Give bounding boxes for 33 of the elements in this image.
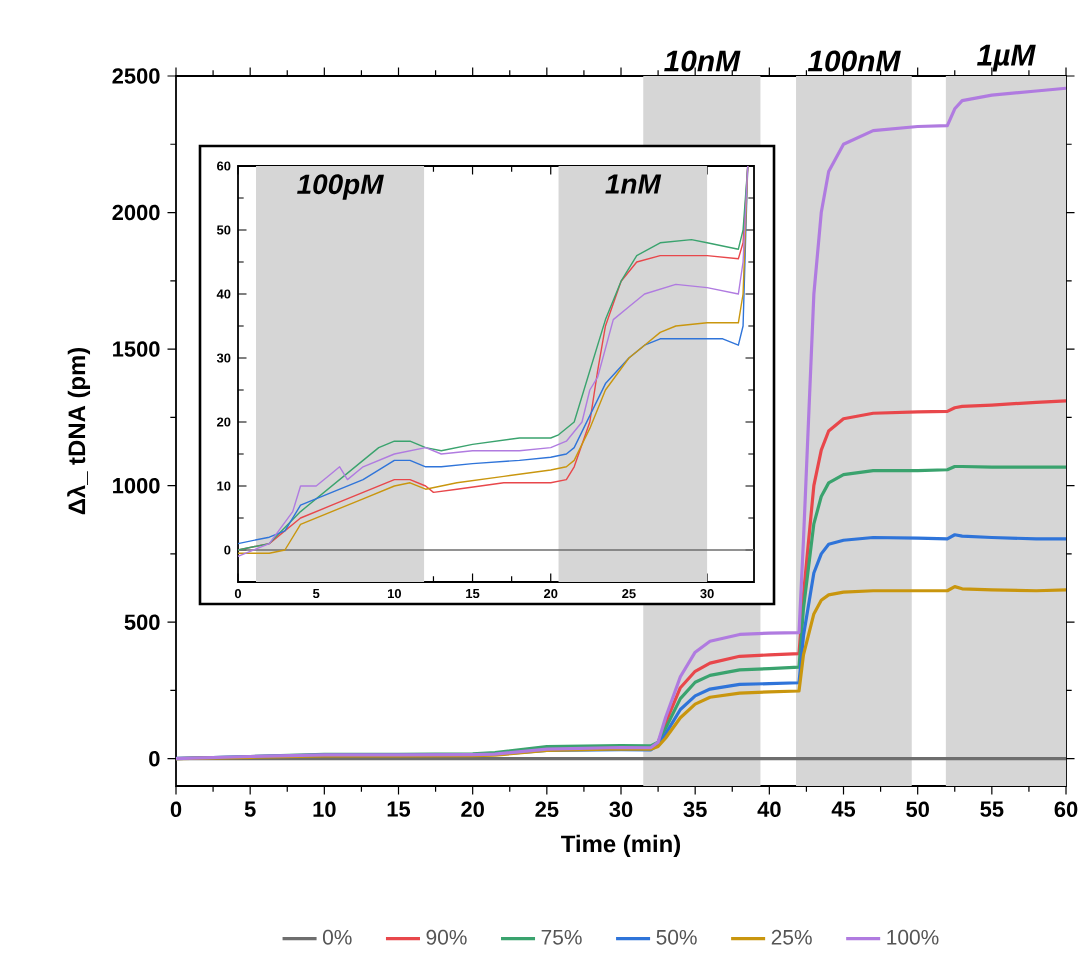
legend-label: 0%	[322, 929, 352, 945]
y-tick-label: 1000	[113, 477, 160, 494]
x-tick-label: 30	[609, 801, 633, 818]
band-label: 1nM	[605, 174, 662, 194]
y-tick-label: 2500	[112, 68, 160, 84]
x-tick-label: 5	[244, 801, 256, 817]
y-tick-label: 1500	[113, 341, 160, 357]
y-axis-title: Δλ_ tDNA (pm)	[67, 347, 91, 515]
band-label: 10nM	[664, 50, 741, 72]
legend-label: 25%	[771, 929, 812, 945]
line-series	[174, 86, 1068, 761]
band-label: 100nM	[807, 50, 901, 72]
legend-label: 100%	[887, 929, 939, 945]
x-tick-label: 40	[757, 801, 781, 818]
x-tick-label: 60	[1054, 801, 1078, 818]
x-tick-label: 50	[906, 801, 929, 818]
y-tick-label: 2000	[112, 204, 160, 221]
y-tick-label: 500	[124, 614, 160, 630]
x-axis-title: Time (min)	[561, 834, 681, 858]
x-tick-label: 10	[313, 801, 336, 818]
x-tick-label: 25	[535, 801, 559, 818]
band-label: 100pM	[297, 174, 384, 200]
x-tick-label: 15	[387, 801, 411, 817]
band-label: 1µM	[977, 44, 1036, 72]
legend-label: 50%	[656, 929, 697, 945]
x-tick-label: 0	[170, 801, 182, 818]
x-tick-label: 20	[461, 801, 484, 818]
legend-label: 90%	[426, 929, 467, 945]
x-tick-label: 35	[683, 801, 707, 818]
x-tick-label: 45	[831, 801, 856, 817]
x-tick-label: 55	[980, 801, 1004, 817]
y-tick-label: 0	[149, 750, 160, 767]
legend-label: 75%	[541, 929, 582, 945]
